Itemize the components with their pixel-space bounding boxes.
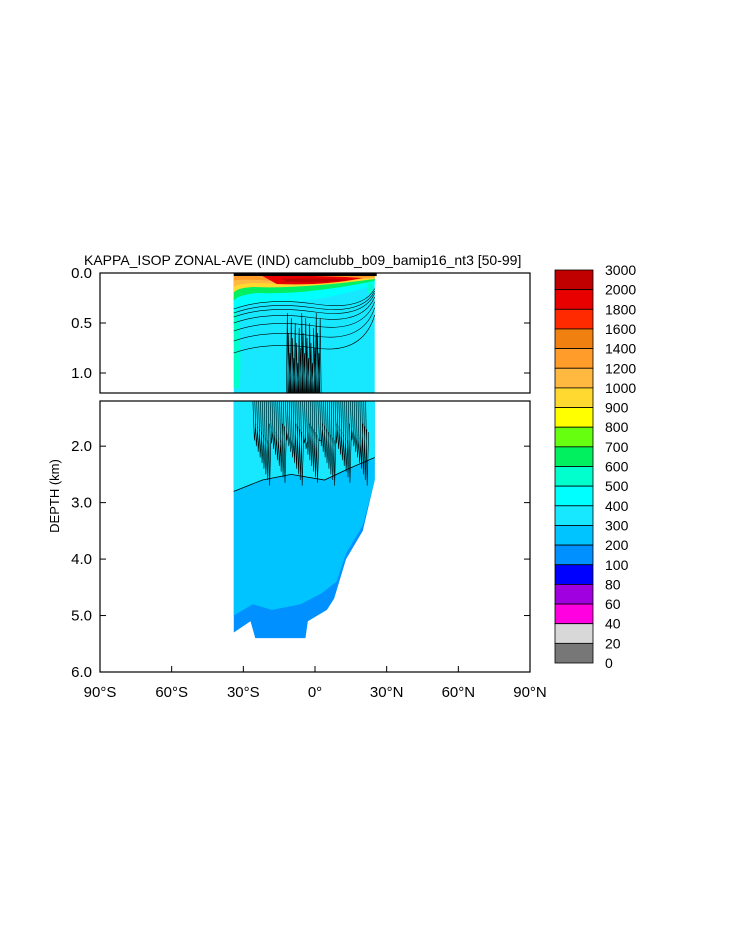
colorbar-swatch <box>554 367 594 389</box>
colorbar-swatch <box>554 426 594 448</box>
colorbar-label: 600 <box>605 459 629 475</box>
y-tick-label: 4.0 <box>71 551 92 568</box>
colorbar-label: 900 <box>605 400 629 416</box>
x-tick-label: 30°S <box>227 684 260 701</box>
colorbar-swatch <box>554 387 594 408</box>
colorbar-label: 1800 <box>605 301 636 317</box>
colorbar-label: 80 <box>605 576 621 592</box>
colorbar-swatch <box>554 623 594 644</box>
colorbar-swatch <box>554 407 594 428</box>
colorbar-swatch <box>554 446 594 467</box>
colorbar-swatch <box>554 328 594 350</box>
colorbar-label: 40 <box>605 616 621 632</box>
x-tick-label: 60°S <box>155 684 188 701</box>
y-tick-label: 6.0 <box>71 664 92 681</box>
colorbar-label: 2000 <box>605 282 636 298</box>
colorbar-label: 1200 <box>605 360 636 376</box>
colorbar-swatch <box>554 348 594 369</box>
upper-fill <box>233 273 377 393</box>
colorbar-label: 400 <box>605 498 629 514</box>
colorbar-label: 500 <box>605 478 629 494</box>
colorbar-label: 1400 <box>605 341 636 357</box>
x-tick-label: 0° <box>308 684 322 701</box>
contour-line <box>233 301 376 332</box>
colorbar-label: 200 <box>605 537 629 553</box>
colorbar-swatch <box>554 289 594 310</box>
contour-line <box>233 288 375 310</box>
colorbar-label: 20 <box>605 635 621 651</box>
colorbar: 3000200018001600140012001000900800700600… <box>554 262 636 671</box>
colorbar-label: 3000 <box>605 262 636 278</box>
colorbar-label: 1000 <box>605 380 636 396</box>
y-tick-label: 1.0 <box>71 365 92 382</box>
surface-band <box>233 273 377 276</box>
x-tick-label: 60°N <box>442 684 476 701</box>
colorbar-swatch <box>554 466 594 487</box>
colorbar-label: 700 <box>605 439 629 455</box>
upper-frame <box>99 272 531 394</box>
contour-line <box>233 290 375 314</box>
colorbar-swatch <box>554 544 594 566</box>
contour-noise <box>286 312 322 393</box>
colorbar-swatch <box>554 525 594 546</box>
colorbar-swatch <box>554 505 594 526</box>
colorbar-label: 100 <box>605 557 629 573</box>
colorbar-label: 60 <box>605 596 621 612</box>
colorbar-swatch <box>554 564 594 585</box>
fill-3000 <box>281 278 349 283</box>
fill-600-east <box>367 283 373 293</box>
x-axis: 90°S 60°S 30°S 0° 30°N 60°N 90°N <box>84 666 547 701</box>
fill-600 <box>233 298 241 388</box>
y-tick-label: 0.0 <box>71 265 92 282</box>
lower-panel: 2.0 3.0 4.0 5.0 6.0 <box>71 400 531 681</box>
colorbar-label: 1600 <box>605 321 636 337</box>
contour-line <box>233 457 375 492</box>
y-tick-label: 5.0 <box>71 608 92 625</box>
colorbar-swatch <box>554 269 594 291</box>
colorbar-swatch <box>554 642 594 664</box>
x-tick-label: 90°N <box>513 684 547 701</box>
colorbar-swatch <box>554 603 594 625</box>
y-tick-label: 0.5 <box>71 315 92 332</box>
lower-fill <box>233 401 375 639</box>
chart-title: KAPPA_ISOP ZONAL-AVE (IND) camclubb_b09_… <box>84 252 521 268</box>
upper-panel: 0.0 0.5 1.0 <box>71 265 531 394</box>
colorbar-swatch <box>554 308 594 330</box>
y-tick-label: 3.0 <box>71 495 92 512</box>
contour-line <box>233 293 375 318</box>
colorbar-label: 300 <box>605 517 629 533</box>
colorbar-label: 800 <box>605 419 629 435</box>
y-axis-label: DEPTH (km) <box>47 459 62 533</box>
x-tick-label: 30°N <box>370 684 404 701</box>
colorbar-label: 0 <box>605 655 613 671</box>
contour-line <box>233 296 375 324</box>
colorbar-swatch <box>554 485 594 507</box>
colorbar-swatch <box>554 584 594 605</box>
x-tick-label: 90°S <box>84 684 117 701</box>
contour-noise-lower <box>252 401 369 486</box>
contour-line <box>233 307 376 342</box>
y-tick-label: 2.0 <box>71 438 92 455</box>
